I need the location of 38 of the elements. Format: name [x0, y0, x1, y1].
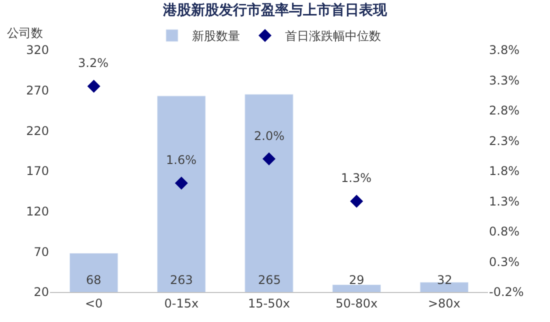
data-label: 263: [170, 273, 193, 287]
y2-tick-label: 0.3%: [489, 254, 520, 269]
x-tick-label: <0: [84, 296, 103, 310]
data-label: 29: [349, 273, 364, 287]
y2-tick-label: 1.3%: [489, 194, 520, 208]
point: [87, 80, 100, 93]
point: [174, 176, 188, 190]
y-tick-label: 70: [34, 244, 49, 259]
point: [262, 152, 276, 166]
y-tick-label: 270: [26, 84, 49, 98]
y2-tick-label: 3.3%: [489, 73, 520, 88]
data-label: 3.2%: [78, 56, 108, 70]
x-tick-label: 0-15x: [164, 296, 199, 310]
data-label: 1.3%: [341, 171, 372, 185]
y-tick-label: 170: [26, 164, 49, 178]
data-label: 1.6%: [166, 153, 196, 167]
x-tick-label: 15-50x: [248, 296, 290, 310]
x-tick-label: >80x: [428, 296, 460, 310]
y2-tick-label: 1.8%: [489, 164, 520, 178]
y2-tick-label: 2.3%: [489, 134, 520, 148]
point: [350, 194, 364, 208]
data-label: 68: [86, 273, 102, 287]
y2-tick-label: 2.8%: [489, 104, 520, 118]
y-tick-label: 220: [26, 124, 49, 138]
y-axis-title: 公司数: [7, 26, 43, 40]
y-tick-label: 320: [26, 43, 49, 58]
y2-tick-label: -0.2%: [489, 285, 524, 300]
y2-tick-label: 3.8%: [489, 43, 520, 58]
data-label: 32: [437, 273, 452, 287]
y-tick-label: 120: [26, 204, 49, 219]
data-label: 2.0%: [254, 129, 284, 143]
data-label: 265: [258, 273, 281, 287]
y2-tick-label: 0.8%: [489, 224, 520, 239]
y-tick-label: 20: [34, 285, 49, 300]
chart-title: 港股新股发行市盈率与上市首日表现: [162, 2, 388, 19]
legend-label: 新股数量: [192, 29, 240, 44]
x-tick-label: 50-80x: [336, 296, 378, 310]
legend-label: 首日涨跌幅中位数: [285, 29, 381, 44]
